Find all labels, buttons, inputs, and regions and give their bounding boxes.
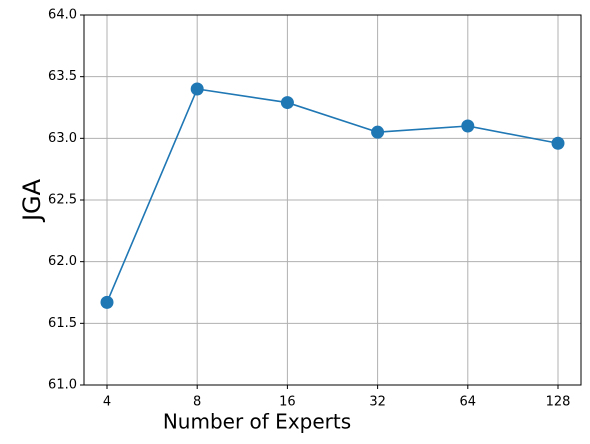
x-tick-label: 16 <box>279 395 296 410</box>
x-tick-label: 64 <box>460 395 477 410</box>
y-tick-label: 64.0 <box>48 8 77 23</box>
marker <box>280 96 294 110</box>
marker <box>100 295 114 309</box>
x-axis-label: Number of Experts <box>163 410 351 434</box>
x-tick-label: 128 <box>546 395 571 410</box>
marker <box>190 82 204 96</box>
y-axis-label: JGA <box>18 178 46 223</box>
marker <box>371 125 385 139</box>
marker <box>551 136 565 150</box>
y-tick-label: 61.0 <box>48 378 77 393</box>
marker <box>461 119 475 133</box>
y-tick-label: 62.5 <box>48 193 77 208</box>
y-tick-label: 61.5 <box>48 316 77 331</box>
line <box>106 88 559 303</box>
x-tick-label: 4 <box>103 395 111 410</box>
y-tick-label: 63.5 <box>48 69 77 84</box>
plot-frame <box>83 14 582 386</box>
y-tick-label: 62.0 <box>48 254 77 269</box>
y-tick-label: 63.0 <box>48 131 77 146</box>
x-tick-label: 32 <box>369 395 386 410</box>
x-tick-label: 8 <box>193 395 201 410</box>
